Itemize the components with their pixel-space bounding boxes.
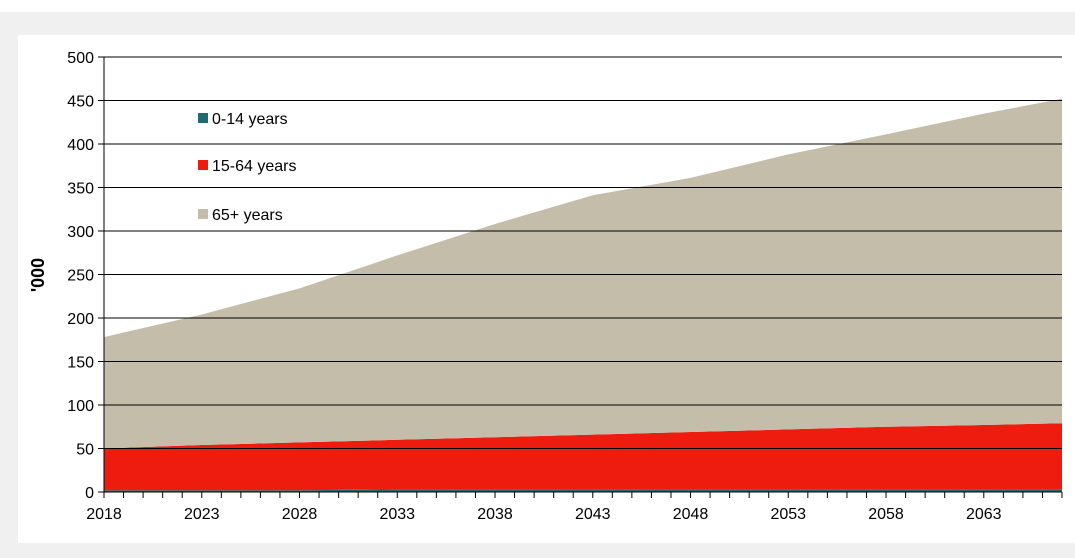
x-tick-label-5: 2043 bbox=[575, 506, 611, 523]
legend-label-1: 15-64 years bbox=[212, 158, 297, 175]
x-tick-label-2: 2028 bbox=[282, 506, 318, 523]
x-tick-label-3: 2033 bbox=[379, 506, 415, 523]
area-series-1 bbox=[104, 423, 1062, 491]
legend-swatch-0 bbox=[198, 113, 208, 123]
y-tick-label-2: 100 bbox=[67, 398, 94, 415]
x-tick-label-0: 2018 bbox=[86, 506, 122, 523]
legend-swatch-2 bbox=[198, 209, 208, 219]
legend-label-0: 0-14 years bbox=[212, 111, 288, 128]
area-series-0 bbox=[104, 489, 1062, 492]
y-tick-label-6: 300 bbox=[67, 224, 94, 241]
x-tick-label-9: 2063 bbox=[966, 506, 1002, 523]
legend: 0-14 years 15-64 years 65+ years bbox=[198, 111, 297, 224]
x-axis-ticks: 2018 2023 2028 2033 2038 2043 2048 2053 2058 2063 bbox=[86, 492, 1063, 523]
y-tick-label-0: 0 bbox=[85, 485, 94, 502]
y-axis-label: '000 bbox=[28, 258, 48, 292]
y-tick-label-10: 500 bbox=[67, 50, 94, 67]
x-tick-label-8: 2058 bbox=[868, 506, 904, 523]
legend-swatch-1 bbox=[198, 160, 208, 170]
y-tick-label-7: 350 bbox=[67, 181, 94, 198]
y-tick-label-3: 150 bbox=[67, 355, 94, 372]
x-tick-label-6: 2048 bbox=[673, 506, 709, 523]
y-tick-label-1: 50 bbox=[76, 442, 94, 459]
x-tick-label-1: 2023 bbox=[184, 506, 220, 523]
y-axis-ticks: 0 50 100 150 200 250 300 350 400 450 500 bbox=[67, 50, 104, 502]
legend-label-2: 65+ years bbox=[212, 207, 283, 224]
gridlines bbox=[104, 56, 1062, 449]
y-tick-label-5: 250 bbox=[67, 268, 94, 285]
y-tick-label-8: 400 bbox=[67, 137, 94, 154]
x-tick-label-4: 2038 bbox=[477, 506, 513, 523]
x-tick-label-7: 2053 bbox=[770, 506, 806, 523]
y-tick-label-4: 200 bbox=[67, 311, 94, 328]
y-tick-label-9: 450 bbox=[67, 94, 94, 111]
